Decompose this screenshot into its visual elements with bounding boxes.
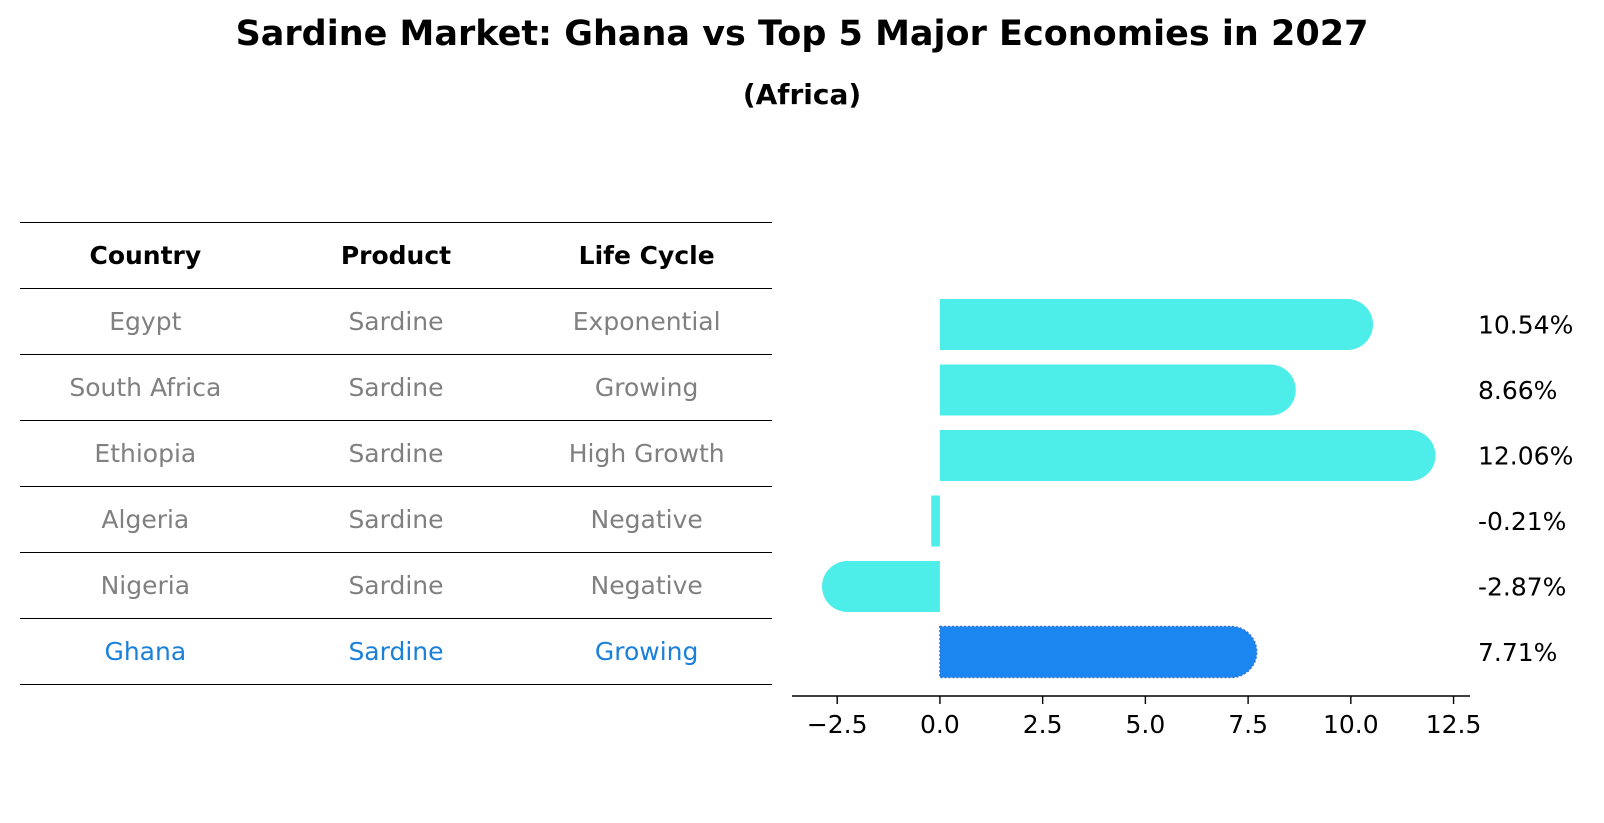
header-product: Product [270,222,522,289]
cell-country: Nigeria [20,552,271,619]
cell-life-cycle: Negative [521,552,772,619]
value-label: 12.06% [1478,442,1573,471]
cell-product: Sardine [270,354,522,421]
cell-country: Ghana [20,618,271,685]
cell-product: Sardine [270,486,522,553]
table-row: Ethiopia Sardine High Growth [20,420,772,487]
chart-subtitle: (Africa) [742,78,862,111]
bar-algeria [931,495,940,547]
x-tick-label: 10.0 [1323,710,1379,739]
table-row: Egypt Sardine Exponential [20,288,772,355]
x-tick-label: −2.5 [807,710,868,739]
cell-product: Sardine [270,552,522,619]
bar-south-africa [939,364,1296,416]
bar-ghana [939,625,1258,679]
table-row: Nigeria Sardine Negative [20,552,772,619]
cell-life-cycle: Negative [521,486,772,553]
cell-product: Sardine [270,288,522,355]
chart-title: Sardine Market: Ghana vs Top 5 Major Eco… [235,14,1369,54]
table-row: South Africa Sardine Growing [20,354,772,421]
value-label: -0.21% [1478,507,1566,536]
cell-life-cycle: Growing [521,618,772,685]
bar-nigeria [821,561,940,612]
x-tick-label: 7.5 [1228,710,1268,739]
table-header-row: Country Product Life Cycle [20,222,772,289]
bar-egypt [939,299,1374,350]
cell-country: Egypt [20,288,271,355]
cell-product: Sardine [270,618,522,685]
value-label: 8.66% [1478,376,1557,405]
value-label: 7.71% [1478,638,1557,667]
cell-product: Sardine [270,420,522,487]
x-tick-label: 2.5 [1023,710,1063,739]
cell-life-cycle: Growing [521,354,772,421]
bar-ethiopia [939,430,1436,481]
header-life-cycle: Life Cycle [521,222,772,289]
x-tick-label: 0.0 [920,710,960,739]
header-country: Country [20,222,271,289]
cell-life-cycle: High Growth [521,420,772,487]
cell-country: Ethiopia [20,420,271,487]
cell-life-cycle: Exponential [521,288,772,355]
value-label: -2.87% [1478,573,1566,602]
table-row: Algeria Sardine Negative [20,486,772,553]
value-label: 10.54% [1478,311,1573,340]
table-row-highlight: Ghana Sardine Growing [20,618,772,685]
cell-country: Algeria [20,486,271,553]
cell-country: South Africa [20,354,271,421]
x-tick-label: 12.5 [1426,710,1482,739]
data-table: Country Product Life Cycle Egypt Sardine… [20,222,772,685]
x-tick-label: 5.0 [1125,710,1165,739]
